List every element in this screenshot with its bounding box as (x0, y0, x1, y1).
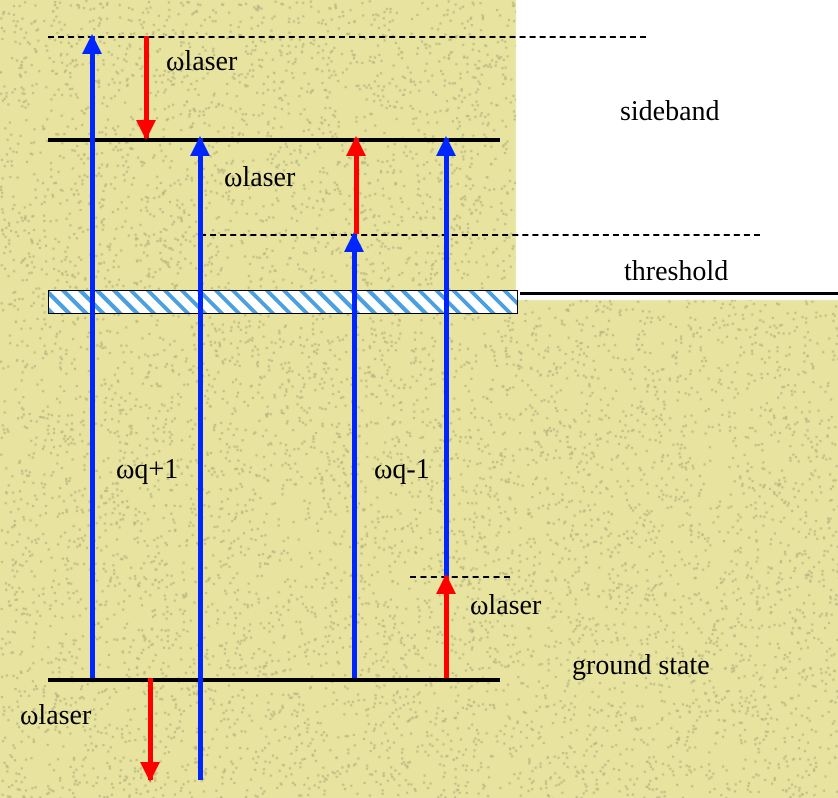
label-threshold: threshold (624, 256, 728, 288)
arrow-blue3 (352, 234, 357, 678)
label-wq_minus: ωq-1 (374, 454, 430, 486)
arrow-blue2 (198, 138, 203, 780)
label-wlaser_top: ωlaser (166, 46, 237, 78)
label-wlaser_mid: ωlaser (224, 162, 295, 194)
arrow-blue4 (444, 138, 449, 576)
arrowhead-blue4 (436, 136, 456, 156)
arrowhead-red1 (136, 120, 156, 140)
dashed-line-0 (48, 36, 646, 38)
arrowhead-blue1 (82, 34, 102, 54)
label-sideband: sideband (620, 96, 720, 128)
level-ground (48, 678, 500, 682)
label-ground_state: ground state (572, 650, 710, 682)
level-sideband (48, 138, 500, 142)
label-wq_plus: ωq+1 (116, 454, 178, 486)
label-wlaser_right: ωlaser (470, 590, 541, 622)
dashed-line-2 (410, 576, 510, 578)
arrowhead-blue2 (190, 136, 210, 156)
label-wlaser_bottomL: ωlaser (20, 700, 91, 732)
arrowhead-red2 (140, 762, 160, 782)
arrow-blue1 (90, 36, 95, 678)
level-spectrum_axis (520, 292, 838, 295)
arrowhead-blue3 (344, 232, 364, 252)
arrowhead-red3 (346, 136, 366, 156)
arrowhead-red4 (436, 574, 456, 594)
diagram-root: ωlaser ωlaser ωq+1 ωq-1 ωlaser ωlaser sideband… (0, 0, 838, 798)
dashed-line-1 (200, 234, 760, 236)
